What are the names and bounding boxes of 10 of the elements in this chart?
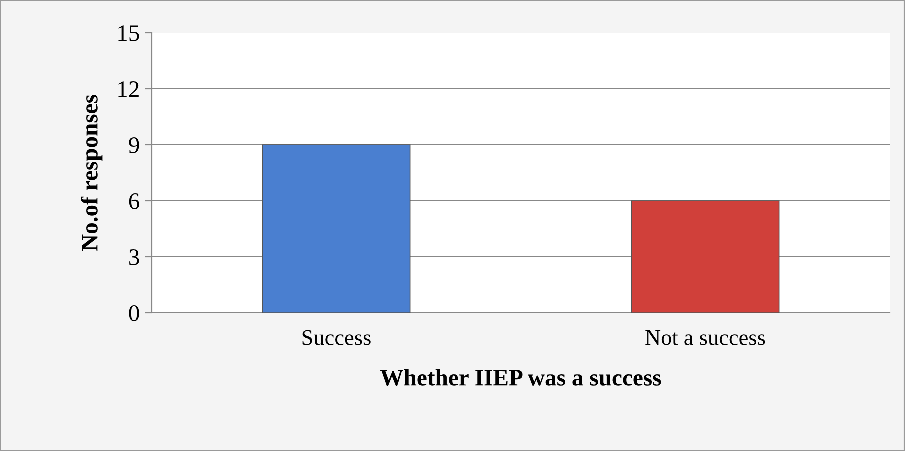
- y-tick-label: 9: [129, 138, 140, 154]
- x-tick-label: Not a success: [646, 330, 766, 346]
- y-axis-title: No.of responses: [81, 95, 103, 252]
- y-tick-label: 3: [130, 250, 140, 266]
- y-tick-label: 12: [118, 82, 139, 98]
- y-tick-label: 0: [129, 305, 140, 322]
- x-axis-title: Whether IIEP was a success: [380, 369, 662, 386]
- y-tick-label: 6: [129, 194, 140, 210]
- x-tick-label: Success: [302, 330, 371, 346]
- y-tick-label: 15: [118, 26, 140, 42]
